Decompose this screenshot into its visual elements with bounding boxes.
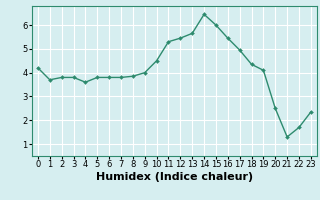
X-axis label: Humidex (Indice chaleur): Humidex (Indice chaleur) [96, 172, 253, 182]
